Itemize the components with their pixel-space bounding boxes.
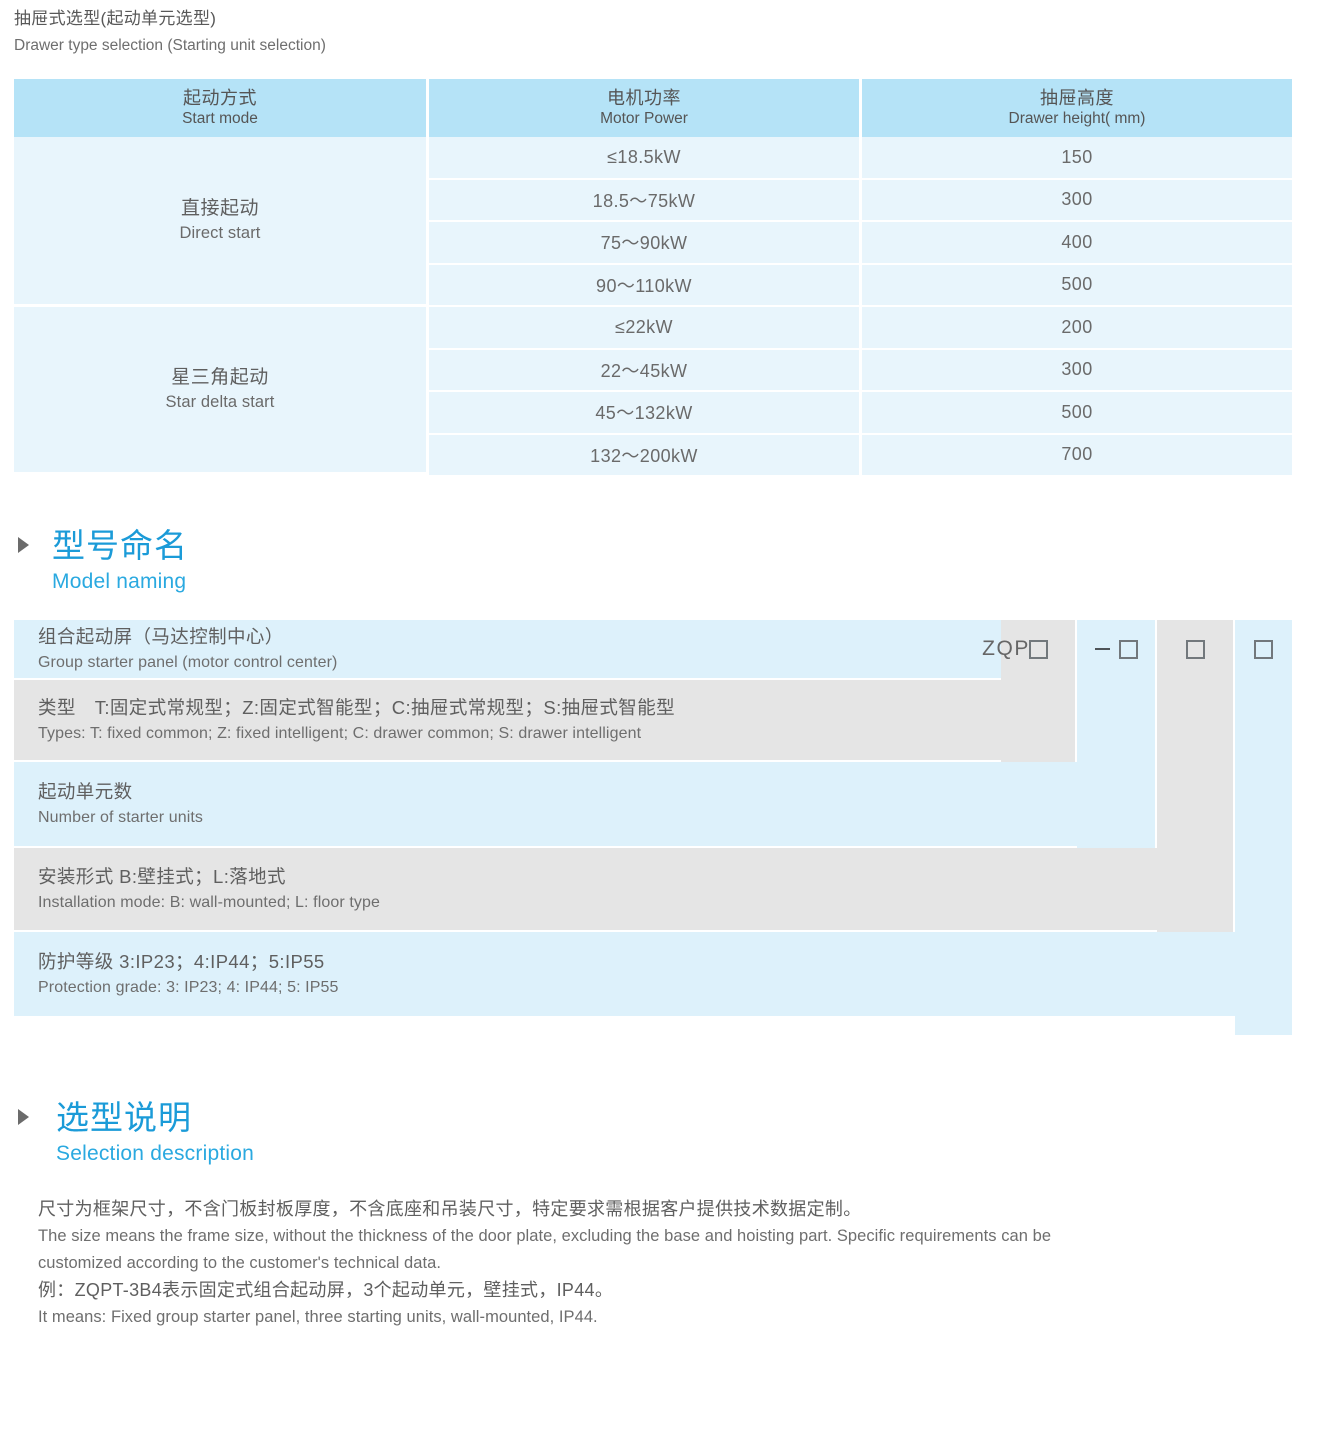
table-row: 90～110kW 500: [14, 264, 1292, 307]
motor-power-cell: 90～110kW: [429, 264, 862, 307]
column-header-start-mode: 起动方式 Start mode: [14, 79, 429, 137]
checkbox-placeholder-icon[interactable]: [1118, 639, 1138, 659]
table-row: 45～132kW 500: [14, 392, 1292, 435]
drawer-selection-table: 起动方式 Start mode 电机功率 Motor Power 抽屉高度 Dr…: [14, 79, 1292, 475]
checkbox-placeholder-icon[interactable]: [1254, 639, 1273, 659]
column-header-drawer-height-en: Drawer height( mm): [1008, 110, 1146, 128]
motor-power-cell: 75～90kW: [429, 222, 862, 265]
column-header-drawer-height: 抽屉高度 Drawer height( mm): [862, 79, 1292, 137]
start-mode-cn: 星三角起动: [171, 367, 269, 389]
start-mode-en: Star delta start: [165, 392, 275, 411]
triangle-bullet-icon: [18, 537, 29, 553]
description-line-5: It means: Fixed group starter panel, thr…: [38, 1308, 598, 1326]
model-row-starter-units: 起动单元数 Number of starter units: [14, 762, 1155, 846]
motor-power-cell: 132〜200kW: [429, 434, 862, 475]
start-mode-cell-star-delta: 星三角起动 Star delta start: [14, 307, 429, 475]
model-row-4-en: Installation mode: B: wall-mounted; L: f…: [38, 893, 380, 911]
start-mode-cn: 直接起动: [180, 198, 259, 220]
column-header-motor-power-en: Motor Power: [600, 110, 688, 128]
table-header-row: 起动方式 Start mode 电机功率 Motor Power 抽屉高度 Dr…: [14, 79, 1292, 137]
drawer-height-cell: 300: [862, 349, 1292, 392]
model-row-3-cn: 起动单元数: [38, 781, 133, 802]
table-row: 22～45kW 300: [14, 349, 1292, 392]
table-header: 起动方式 Start mode 电机功率 Motor Power 抽屉高度 Dr…: [14, 79, 1292, 137]
column-header-drawer-height-cn: 抽屉高度: [1040, 87, 1114, 108]
column-header-motor-power-cn: 电机功率: [607, 87, 681, 108]
page-title-cn: 抽屉式选型(起动单元选型): [14, 9, 217, 28]
table-row: 132〜200kW 700: [14, 434, 1292, 475]
model-code-box-2[interactable]: [1077, 620, 1155, 678]
drawer-height-cell: 500: [862, 392, 1292, 435]
model-code-prefix: ZQP: [974, 620, 1038, 678]
model-code-box-3[interactable]: [1157, 620, 1233, 678]
drawer-height-cell: 150: [862, 137, 1292, 180]
model-row-3-en: Number of starter units: [38, 808, 204, 826]
model-row-2-cn: 类型 T:固定式常规型；Z:固定式智能型；C:抽屉式常规型；S:抽屉式智能型: [38, 697, 676, 718]
model-code-prefix-text: ZQP: [982, 637, 1030, 660]
description-line-2: The size means the frame size, without t…: [38, 1227, 1052, 1245]
selection-description-body: 尺寸为框架尺寸，不含门板封板厚度，不含底座和吊装尺寸，特定要求需根据客户提供技术…: [38, 1196, 1300, 1331]
table-row: 18.5～75kW 300: [14, 179, 1292, 222]
model-row-installation-mode: 安装形式 B:壁挂式；L:落地式 Installation mode: B: w…: [14, 848, 1233, 930]
table-row: 星三角起动 Star delta start ≤22kW 200: [14, 307, 1292, 475]
hyphen-separator-icon: [1094, 647, 1110, 651]
triangle-bullet-icon: [18, 1109, 29, 1125]
model-code-box-1[interactable]: [1001, 620, 1075, 678]
model-row-types: 类型 T:固定式常规型；Z:固定式智能型；C:抽屉式常规型；S:抽屉式智能型 T…: [14, 680, 1075, 760]
checkbox-placeholder-icon[interactable]: [1028, 639, 1048, 659]
table-row: 75～90kW 400: [14, 222, 1292, 265]
model-row-4-cn: 安装形式 B:壁挂式；L:落地式: [38, 866, 286, 887]
section-heading-selection-description-cn: 选型说明: [56, 1099, 192, 1136]
column-header-start-mode-en: Start mode: [182, 110, 258, 128]
model-row-1-cn: 组合起动屏（马达控制中心）: [38, 626, 284, 647]
model-code-box-4[interactable]: [1235, 620, 1292, 678]
column-header-start-mode-cn: 起动方式: [183, 87, 257, 108]
model-row-protection-grade: 防护等级 3:IP23；4:IP44；5:IP55 Protection gra…: [14, 932, 1292, 1016]
model-row-5-en: Protection grade: 3: IP23; 4: IP44; 5: I…: [38, 978, 339, 996]
section-heading-model-naming-en: Model naming: [52, 569, 187, 593]
drawer-height-cell: 200: [862, 307, 1292, 350]
start-mode-cell-direct: 直接起动 Direct start: [14, 137, 429, 307]
page-title: 抽屉式选型(起动单元选型) Drawer type selection (Sta…: [14, 6, 1014, 57]
description-line-3: customized according to the customer's t…: [38, 1254, 441, 1272]
motor-power-cell: 45～132kW: [429, 392, 862, 435]
description-line-1: 尺寸为框架尺寸，不含门板封板厚度，不含底座和吊装尺寸，特定要求需根据客户提供技术…: [38, 1199, 862, 1219]
table-row: 直接起动 Direct start ≤18.5kW 150: [14, 137, 1292, 307]
motor-power-cell: 22～45kW: [429, 349, 862, 392]
drawer-height-cell: 300: [862, 179, 1292, 222]
checkbox-placeholder-icon[interactable]: [1185, 639, 1205, 659]
model-row-1-en: Group starter panel (motor control cente…: [38, 653, 338, 671]
motor-power-cell: ≤22kW: [429, 307, 862, 350]
description-line-4: 例：ZQPT-3B4表示固定式组合起动屏，3个起动单元，壁挂式，IP44。: [38, 1280, 614, 1300]
drawer-height-cell: 700: [862, 434, 1292, 475]
column-header-motor-power: 电机功率 Motor Power: [429, 79, 862, 137]
table-body: 直接起动 Direct start ≤18.5kW 150 18.5～75kW …: [14, 137, 1292, 475]
section-heading-model-naming: 型号命名 Model naming: [18, 527, 518, 595]
motor-power-cell: ≤18.5kW: [429, 137, 862, 180]
drawer-height-cell: 500: [862, 264, 1292, 307]
model-naming-diagram: 组合起动屏（马达控制中心） Group starter panel (motor…: [14, 620, 1292, 1040]
model-row-group-starter-panel: 组合起动屏（马达控制中心） Group starter panel (motor…: [14, 620, 1000, 678]
model-row-2-en: Types: T: fixed common; Z: fixed intelli…: [38, 724, 642, 742]
start-mode-en: Direct start: [179, 223, 261, 242]
section-heading-selection-description-en: Selection description: [56, 1141, 254, 1165]
drawer-height-cell: 400: [862, 222, 1292, 265]
section-heading-model-naming-cn: 型号命名: [52, 527, 188, 564]
model-row-5-cn: 防护等级 3:IP23；4:IP44；5:IP55: [38, 951, 325, 972]
section-heading-selection-description: 选型说明 Selection description: [18, 1099, 518, 1167]
motor-power-cell: 18.5～75kW: [429, 179, 862, 222]
page-title-en: Drawer type selection (Starting unit sel…: [14, 36, 326, 54]
